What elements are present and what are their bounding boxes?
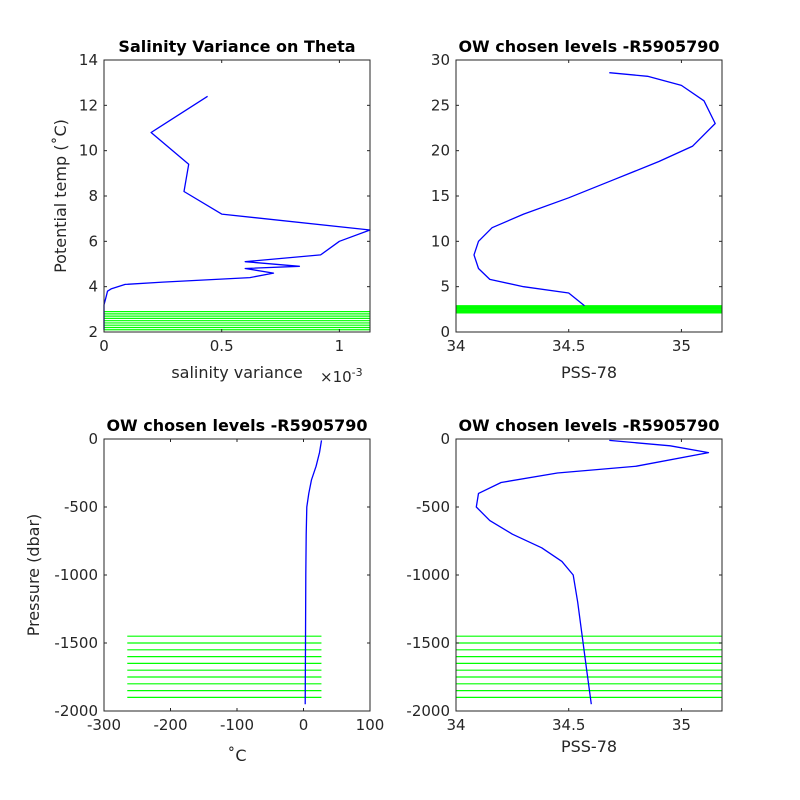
y-tick-label: -500 <box>416 498 450 516</box>
plot-area: 34 34.5 35 0 5 10 15 20 25 30 <box>431 51 723 355</box>
x-tick-label: 34 <box>446 337 465 355</box>
x-tick-label: 1 <box>335 337 345 355</box>
y-tick-label: 8 <box>88 187 98 205</box>
panel-title: Salinity Variance on Theta <box>118 37 355 56</box>
y-tick-label: 15 <box>431 187 450 205</box>
y-tick-label: -500 <box>64 498 98 516</box>
y-tick-label: 10 <box>79 142 98 160</box>
y-tick-label: -1000 <box>54 566 98 584</box>
panel-title: OW chosen levels -R5905790 <box>458 37 719 56</box>
y-tick-label: 6 <box>88 232 98 250</box>
y-tick-label: -1500 <box>406 634 450 652</box>
y-tick-label: 14 <box>79 51 98 69</box>
y-tick-label: 2 <box>88 323 98 341</box>
panel-salinity-variance: Salinity Variance on Theta salinity vari… <box>51 37 371 386</box>
y-tick-label: -2000 <box>406 702 450 720</box>
x-tick-label: 34.5 <box>552 716 585 734</box>
x-axis-label: salinity variance <box>171 363 302 382</box>
x-tick-label: -200 <box>153 716 187 734</box>
x-tick-label: 0 <box>299 716 309 734</box>
panel-salinity-pressure: OW chosen levels -R5905790 PSS-78 34 34.5… <box>406 416 723 756</box>
y-tick-label: 20 <box>431 142 450 160</box>
y-tick-label: 5 <box>440 278 450 296</box>
y-axis-label: Pressure (dbar) <box>24 514 43 637</box>
panel-title: OW chosen levels -R5905790 <box>458 416 719 435</box>
y-tick-label: -1000 <box>406 566 450 584</box>
series-line <box>103 95 371 330</box>
x-tick-label: 34 <box>446 716 465 734</box>
y-tick-label: 0 <box>88 430 98 448</box>
x-tick-label: -100 <box>220 716 254 734</box>
plot-area: 34 34.5 35 -2000 -1500 -1000 -500 0 <box>406 430 723 734</box>
panel-temperature-pressure: OW chosen levels -R5905790 ˚C Pressure (… <box>24 416 384 765</box>
y-tick-label: 25 <box>431 96 450 114</box>
y-axis-label: Potential temp (˚C) <box>51 119 70 273</box>
x-tick-label: 35 <box>672 337 691 355</box>
series-line <box>473 72 716 307</box>
y-tick-label: 4 <box>88 278 98 296</box>
y-tick-label: 0 <box>440 323 450 341</box>
x-tick-label: 0 <box>99 337 109 355</box>
x-tick-label: 35 <box>672 716 691 734</box>
x-tick-label: 34.5 <box>552 337 585 355</box>
series-line <box>475 439 710 705</box>
x-tick-label: 100 <box>356 716 385 734</box>
y-tick-label: 12 <box>79 96 98 114</box>
panel-salinity-theta: OW chosen levels -R5905790 PSS-78 34 34.5… <box>431 37 723 382</box>
x-axis-exponent: ×10-3 <box>320 366 363 386</box>
x-axis-label: PSS-78 <box>561 363 617 382</box>
y-tick-label: 10 <box>431 232 450 250</box>
y-tick-label: -2000 <box>54 702 98 720</box>
y-tick-label: 30 <box>431 51 450 69</box>
y-tick-label: 0 <box>440 430 450 448</box>
x-axis-label: ˚C <box>227 746 246 765</box>
series-line <box>304 440 323 705</box>
x-tick-label: 0.5 <box>210 337 234 355</box>
panel-title: OW chosen levels -R5905790 <box>106 416 367 435</box>
x-tick-label: -300 <box>87 716 121 734</box>
x-axis-label: PSS-78 <box>561 737 617 756</box>
y-tick-label: -1500 <box>54 634 98 652</box>
